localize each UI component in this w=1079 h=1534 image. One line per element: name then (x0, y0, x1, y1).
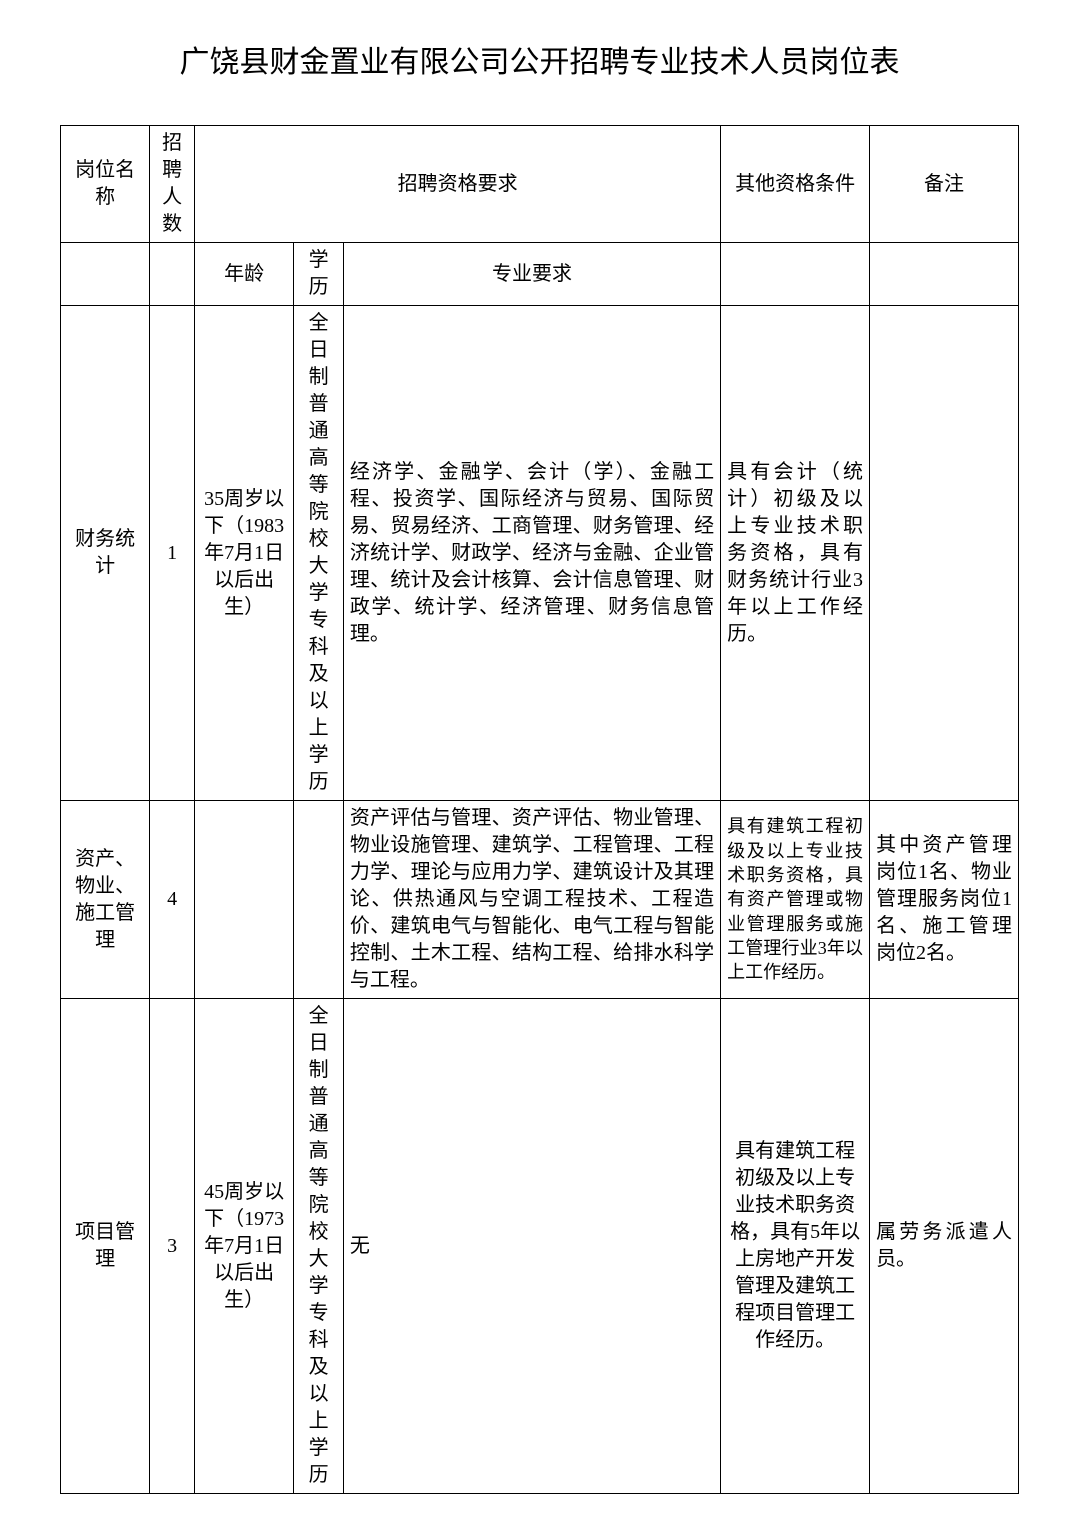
cell-other: 具有会计（统计）初级及以上专业技术职务资格，具有财务统计行业3年以上工作经历。 (721, 306, 870, 801)
subheader-age: 年龄 (195, 243, 294, 306)
cell-major: 经济学、金融学、会计（学）、金融工程、投资学、国际经济与贸易、国际贸易、贸易经济… (343, 306, 720, 801)
table-row: 项目管理 3 45周岁以下（1973年7月1日以后出生） 全日制普通高等院校大学… (61, 999, 1019, 1494)
header-other: 其他资格条件 (721, 126, 870, 243)
header-count: 招聘人数 (150, 126, 195, 243)
cell-other: 具有建筑工程初级及以上专业技术职务资格，具有资产管理或物业管理服务或施工管理行业… (721, 801, 870, 999)
cell-note (870, 306, 1019, 801)
subheader-edu: 学历 (294, 243, 344, 306)
table-subheader-row: 年龄 学历 专业要求 (61, 243, 1019, 306)
cell-major: 资产评估与管理、资产评估、物业管理、物业设施管理、建筑学、工程管理、工程力学、理… (343, 801, 720, 999)
cell-other: 具有建筑工程初级及以上专业技术职务资格，具有5年以上房地产开发管理及建筑工程项目… (721, 999, 870, 1494)
positions-table: 岗位名称 招聘人数 招聘资格要求 其他资格条件 备注 年龄 学历 专业要求 财务… (60, 125, 1019, 1494)
cell-count: 3 (150, 999, 195, 1494)
header-note: 备注 (870, 126, 1019, 243)
cell-count: 4 (150, 801, 195, 999)
table-row: 财务统计 1 35周岁以下（1983年7月1日以后出生） 全日制普通高等院校大学… (61, 306, 1019, 801)
cell-note: 其中资产管理岗位1名、物业管理服务岗位1名、施工管理岗位2名。 (870, 801, 1019, 999)
cell-age: 45周岁以下（1973年7月1日以后出生） (195, 999, 294, 1494)
subheader-major: 专业要求 (343, 243, 720, 306)
cell-age: 35周岁以下（1983年7月1日以后出生） (195, 306, 294, 801)
subheader-blank-note (870, 243, 1019, 306)
subheader-blank-other (721, 243, 870, 306)
cell-count: 1 (150, 306, 195, 801)
cell-edu: 全日制普通高等院校大学专科及以上学历 (294, 306, 344, 801)
table-header-row: 岗位名称 招聘人数 招聘资格要求 其他资格条件 备注 (61, 126, 1019, 243)
subheader-blank-pos (61, 243, 150, 306)
cell-position: 财务统计 (61, 306, 150, 801)
cell-position: 项目管理 (61, 999, 150, 1494)
cell-position: 资产、物业、施工管理 (61, 801, 150, 999)
header-position: 岗位名称 (61, 126, 150, 243)
cell-edu: 全日制普通高等院校大学专科及以上学历 (294, 999, 344, 1494)
cell-age (195, 801, 294, 999)
subheader-blank-count (150, 243, 195, 306)
cell-major: 无 (343, 999, 720, 1494)
cell-note: 属劳务派遣人员。 (870, 999, 1019, 1494)
header-requirements: 招聘资格要求 (195, 126, 721, 243)
table-row: 资产、物业、施工管理 4 资产评估与管理、资产评估、物业管理、物业设施管理、建筑… (61, 801, 1019, 999)
page-title: 广饶县财金置业有限公司公开招聘专业技术人员岗位表 (60, 40, 1019, 85)
cell-edu (294, 801, 344, 999)
